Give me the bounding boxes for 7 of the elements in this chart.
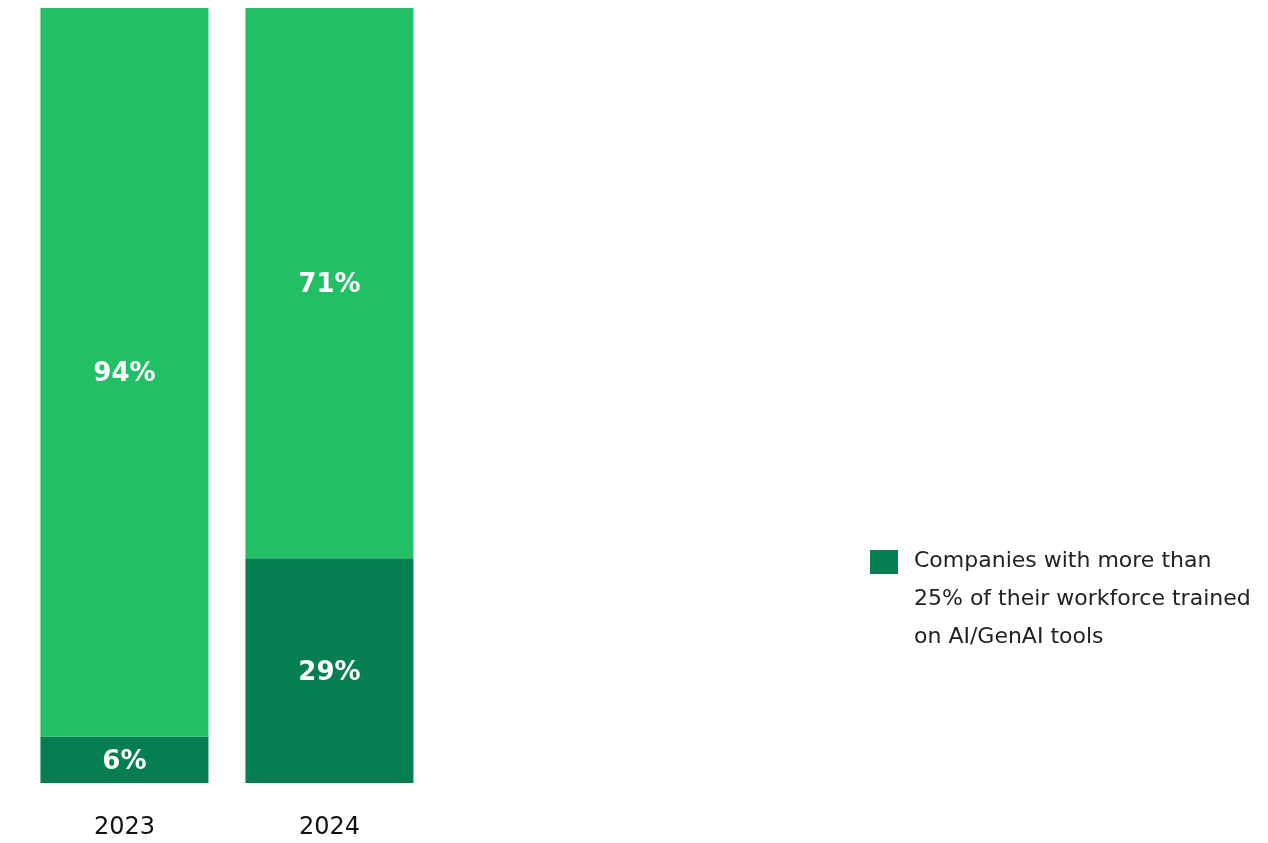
data-label: 29% [298, 655, 361, 686]
data-label: 94% [93, 357, 156, 388]
data-label: 71% [298, 268, 361, 299]
x-tick-label: 2024 [298, 812, 361, 841]
x-tick-label: 2023 [93, 812, 156, 841]
legend-label: Companies with more than 25% of their workforce trained on AI/GenAI tools [914, 546, 1252, 650]
data-label: 6% [102, 744, 147, 775]
